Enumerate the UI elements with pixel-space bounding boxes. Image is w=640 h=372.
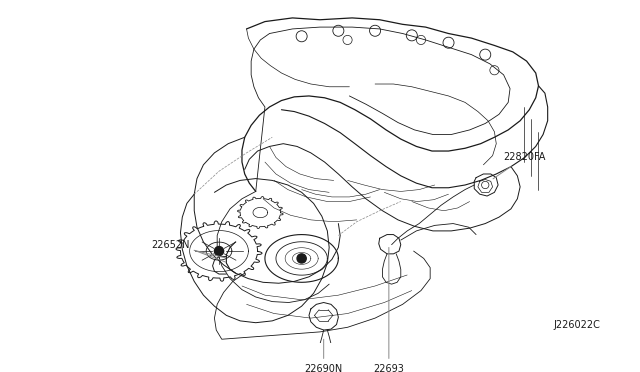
Text: 22693: 22693 <box>373 247 404 372</box>
Text: 22690N: 22690N <box>305 339 343 372</box>
Text: 22652N: 22652N <box>151 240 225 258</box>
Circle shape <box>297 254 306 263</box>
Text: J226022C: J226022C <box>553 320 600 330</box>
Text: 22820FA: 22820FA <box>493 152 546 179</box>
Circle shape <box>214 247 223 256</box>
